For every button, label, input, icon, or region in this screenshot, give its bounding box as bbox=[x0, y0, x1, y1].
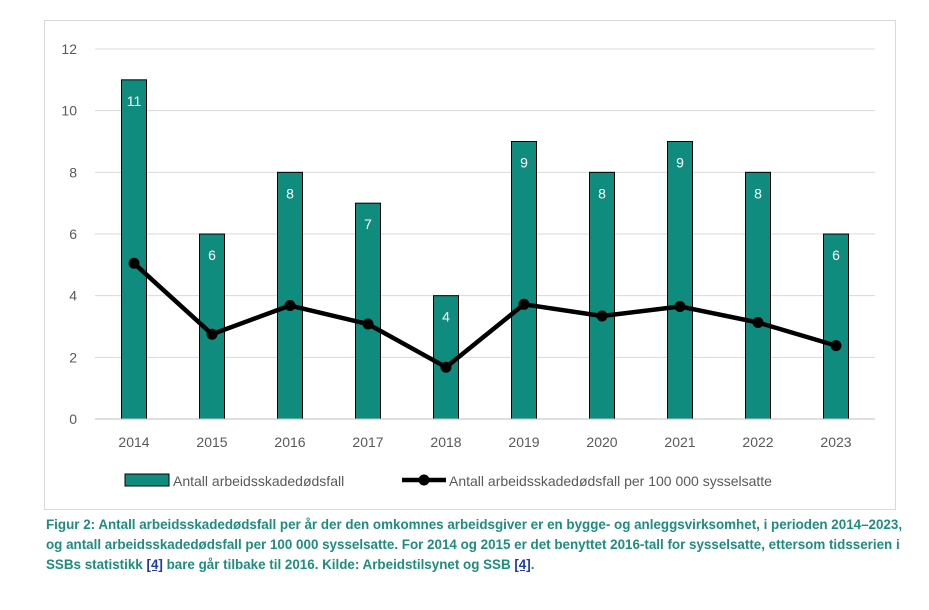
y-tick-label: 12 bbox=[61, 41, 77, 57]
x-tick-label: 2015 bbox=[196, 434, 227, 450]
rate-point-2016 bbox=[284, 300, 296, 312]
legend-line-label: Antall arbeidsskadedødsfall per 100 000 … bbox=[449, 473, 772, 489]
bar-series: 11 6 8 7 4 9 8 9 8 6 bbox=[121, 79, 849, 420]
rate-point-2014 bbox=[128, 257, 140, 269]
x-tick-label: 2021 bbox=[664, 434, 695, 450]
bar-data-label: 9 bbox=[676, 155, 684, 171]
legend: Antall arbeidsskadedødsfall Antall arbeid… bbox=[124, 473, 772, 489]
bar-data-label: 8 bbox=[286, 185, 294, 201]
caption-link-ref-1[interactable]: [4] bbox=[146, 557, 163, 572]
y-axis: 0 2 4 6 8 10 12 bbox=[61, 41, 77, 427]
y-tick-label: 2 bbox=[69, 349, 77, 365]
x-tick-label: 2018 bbox=[430, 434, 461, 450]
x-tick-label: 2014 bbox=[118, 434, 149, 450]
y-tick-label: 4 bbox=[69, 288, 77, 304]
bar-2014 bbox=[121, 79, 147, 420]
x-tick-label: 2022 bbox=[742, 434, 773, 450]
legend-bar-swatch bbox=[124, 473, 170, 487]
rate-line bbox=[131, 261, 839, 370]
bar-data-label: 4 bbox=[442, 309, 450, 325]
rate-point-2022 bbox=[752, 316, 764, 328]
rate-point-2021 bbox=[674, 300, 686, 312]
bar-data-label: 8 bbox=[598, 185, 606, 201]
line-series bbox=[128, 257, 842, 373]
y-tick-label: 10 bbox=[61, 103, 77, 119]
bar-2017 bbox=[355, 202, 381, 420]
legend-bar-label: Antall arbeidsskadedødsfall bbox=[173, 473, 344, 489]
x-tick-label: 2016 bbox=[274, 434, 305, 450]
bar-2020 bbox=[589, 171, 615, 420]
bar-data-label: 6 bbox=[208, 247, 216, 263]
x-tick-label: 2020 bbox=[586, 434, 617, 450]
x-tick-label: 2019 bbox=[508, 434, 539, 450]
caption-link-ref-2[interactable]: [4] bbox=[514, 557, 531, 572]
bar-data-label: 6 bbox=[832, 247, 840, 263]
caption-text-1: Figur 2: Antall arbeidsskadedødsfall per… bbox=[46, 517, 903, 572]
bar-data-label: 7 bbox=[364, 216, 372, 232]
bar-2023 bbox=[823, 233, 849, 420]
caption-text-2: bare går tilbake til 2016. Kilde: Arbeid… bbox=[162, 557, 515, 572]
bar-2016 bbox=[277, 171, 303, 420]
x-axis: 2014 2015 2016 2017 2018 2019 2020 2021 2022 2023 bbox=[95, 418, 875, 450]
rate-point-2020 bbox=[596, 310, 608, 322]
rate-point-2015 bbox=[206, 328, 218, 340]
bar-data-label: 11 bbox=[127, 93, 142, 109]
figure-caption: Figur 2: Antall arbeidsskadedødsfall per… bbox=[46, 515, 906, 575]
bar-data-label: 8 bbox=[754, 185, 762, 201]
legend-line-marker bbox=[418, 474, 430, 486]
bar-2018 bbox=[433, 295, 459, 420]
x-tick-label: 2017 bbox=[352, 434, 383, 450]
rate-point-2023 bbox=[830, 340, 842, 352]
rate-point-2018 bbox=[440, 361, 452, 373]
caption-text-3: . bbox=[530, 557, 535, 572]
rate-point-2019 bbox=[518, 298, 530, 310]
bar-data-label: 9 bbox=[520, 155, 528, 171]
bar-2022 bbox=[745, 171, 771, 420]
x-tick-label: 2023 bbox=[820, 434, 851, 450]
chart-area: 0 2 4 6 8 10 12 11 6 8 7 4 9 8 9 8 6 2014 2015 2016 2017 20… bbox=[44, 20, 896, 510]
rate-point-2017 bbox=[362, 318, 374, 330]
bar-2019 bbox=[511, 141, 537, 420]
y-tick-label: 8 bbox=[69, 164, 77, 180]
y-tick-label: 0 bbox=[69, 411, 77, 427]
y-tick-label: 6 bbox=[69, 226, 77, 242]
bar-2021 bbox=[667, 141, 693, 420]
